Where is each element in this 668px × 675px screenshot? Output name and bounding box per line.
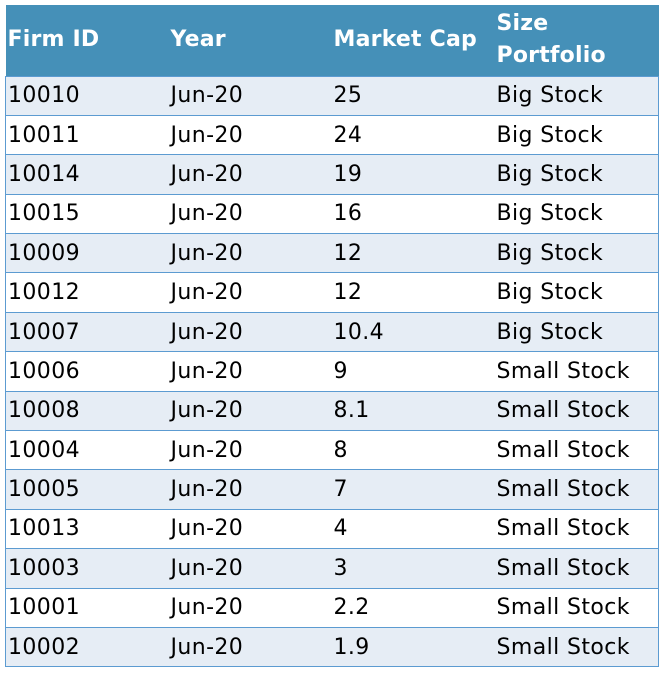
cell-firm-id: 10005 <box>5 469 169 510</box>
cell-market-cap: 8.1 <box>331 390 495 432</box>
cell-firm-id: 10015 <box>5 193 169 235</box>
header-market-cap: Market Cap <box>333 27 477 53</box>
cell-firm-id: 10012 <box>5 272 169 313</box>
table-row: 10014 Jun-20 19 Big Stock <box>5 154 659 195</box>
cell-firm-id: 10007 <box>5 311 169 353</box>
table-row: 10005 Jun-20 7 Small Stock <box>5 469 659 510</box>
header-row: Firm ID Year Market Cap Size Portfolio <box>5 5 659 76</box>
cell-market-cap: 9 <box>331 351 495 392</box>
cell-firm-id: 10008 <box>5 390 169 432</box>
cell-market-cap: 12 <box>331 272 495 313</box>
cell-size-portfolio: Small Stock <box>494 469 659 510</box>
cell-year: Jun-20 <box>168 75 332 116</box>
cell-size-portfolio: Small Stock <box>494 587 659 628</box>
cell-year: Jun-20 <box>168 390 332 432</box>
cell-year: Jun-20 <box>168 626 332 668</box>
cell-firm-id: 10003 <box>5 548 169 589</box>
cell-size-portfolio: Big Stock <box>494 75 659 116</box>
table-row: 10011 Jun-20 24 Big Stock <box>5 114 659 156</box>
header-size-portfolio-line1: Size <box>496 11 549 37</box>
cell-year: Jun-20 <box>168 587 332 628</box>
cell-size-portfolio: Big Stock <box>494 154 659 195</box>
cell-size-portfolio: Big Stock <box>494 272 659 313</box>
header-size-portfolio-line2: Portfolio <box>496 43 606 69</box>
cell-firm-id: 10011 <box>5 114 169 156</box>
cell-size-portfolio: Big Stock <box>494 114 659 156</box>
cell-year: Jun-20 <box>168 548 332 589</box>
header-firm-id: Firm ID <box>7 27 100 53</box>
portfolio-table: Firm ID Year Market Cap Size Portfolio 1… <box>5 5 659 668</box>
cell-firm-id: 10010 <box>5 75 169 116</box>
cell-year: Jun-20 <box>168 114 332 156</box>
cell-size-portfolio: Big Stock <box>494 193 659 235</box>
cell-year: Jun-20 <box>168 193 332 235</box>
cell-size-portfolio: Small Stock <box>494 351 659 392</box>
cell-market-cap: 4 <box>331 508 495 550</box>
table-row: 10001 Jun-20 2.2 Small Stock <box>5 587 659 628</box>
table-row: 10009 Jun-20 12 Big Stock <box>5 233 659 274</box>
cell-year: Jun-20 <box>168 430 332 471</box>
cell-year: Jun-20 <box>168 154 332 195</box>
cell-market-cap: 2.2 <box>331 587 495 628</box>
table-row: 10013 Jun-20 4 Small Stock <box>5 508 659 550</box>
cell-market-cap: 3 <box>331 548 495 589</box>
cell-market-cap: 24 <box>331 114 495 156</box>
cell-market-cap: 7 <box>331 469 495 510</box>
cell-size-portfolio: Small Stock <box>494 548 659 589</box>
header-year: Year <box>170 27 226 53</box>
cell-year: Jun-20 <box>168 508 332 550</box>
table-row: 10002 Jun-20 1.9 Small Stock <box>5 626 659 668</box>
table-body: 10010 Jun-20 25 Big Stock 10011 Jun-20 24 Big S… <box>5 75 659 668</box>
cell-market-cap: 19 <box>331 154 495 195</box>
cell-market-cap: 1.9 <box>331 626 495 668</box>
cell-size-portfolio: Big Stock <box>494 233 659 274</box>
cell-size-portfolio: Small Stock <box>494 430 659 471</box>
cell-market-cap: 8 <box>331 430 495 471</box>
cell-market-cap: 25 <box>331 75 495 116</box>
table-row: 10015 Jun-20 16 Big Stock <box>5 193 659 235</box>
table-row: 10006 Jun-20 9 Small Stock <box>5 351 659 392</box>
table-row: 10004 Jun-20 8 Small Stock <box>5 430 659 471</box>
cell-year: Jun-20 <box>168 233 332 274</box>
cell-firm-id: 10001 <box>5 587 169 628</box>
table-row: 10003 Jun-20 3 Small Stock <box>5 548 659 589</box>
cell-year: Jun-20 <box>168 351 332 392</box>
cell-market-cap: 12 <box>331 233 495 274</box>
cell-firm-id: 10006 <box>5 351 169 392</box>
table-row: 10012 Jun-20 12 Big Stock <box>5 272 659 313</box>
header-size-portfolio: Size Portfolio <box>495 5 659 76</box>
cell-year: Jun-20 <box>168 272 332 313</box>
cell-size-portfolio: Small Stock <box>494 626 659 668</box>
cell-market-cap: 16 <box>331 193 495 235</box>
cell-size-portfolio: Small Stock <box>494 508 659 550</box>
cell-size-portfolio: Small Stock <box>494 390 659 432</box>
portfolio-table-container: Firm ID Year Market Cap Size Portfolio 1… <box>5 5 659 668</box>
cell-firm-id: 10004 <box>5 430 169 471</box>
table-header: Firm ID Year Market Cap Size Portfolio <box>5 5 659 76</box>
cell-firm-id: 10002 <box>5 626 169 668</box>
table-row: 10010 Jun-20 25 Big Stock <box>5 75 659 116</box>
cell-market-cap: 10.4 <box>331 311 495 353</box>
cell-year: Jun-20 <box>168 311 332 353</box>
table-row: 10007 Jun-20 10.4 Big Stock <box>5 311 659 353</box>
cell-year: Jun-20 <box>168 469 332 510</box>
cell-firm-id: 10013 <box>5 508 169 550</box>
cell-firm-id: 10014 <box>5 154 169 195</box>
table-row: 10008 Jun-20 8.1 Small Stock <box>5 390 659 432</box>
cell-firm-id: 10009 <box>5 233 169 274</box>
cell-size-portfolio: Big Stock <box>494 311 659 353</box>
